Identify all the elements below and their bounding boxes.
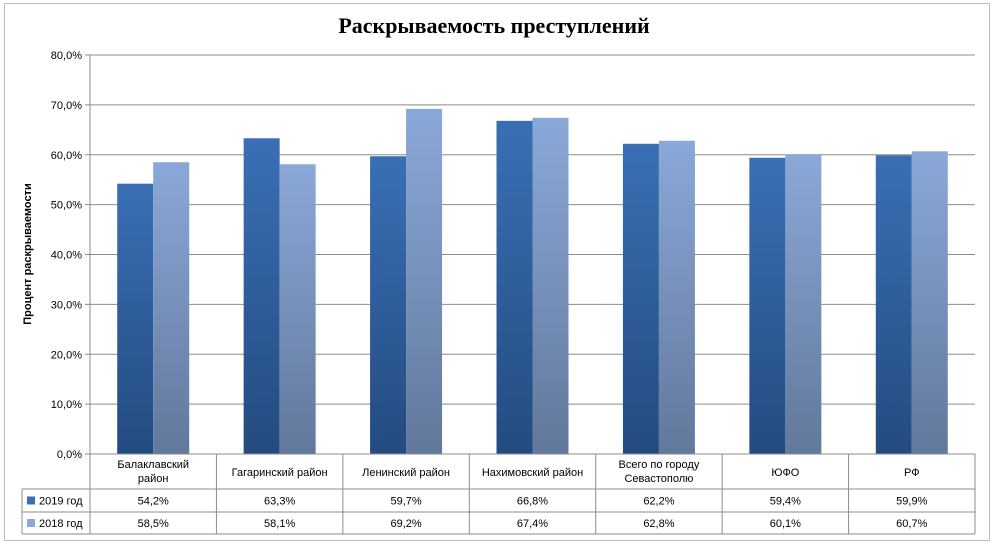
y-tick-label: 30,0% [51, 299, 82, 311]
data-label: 63,3% [264, 496, 295, 508]
category-label: Всего по городу Севастополю [619, 459, 700, 485]
bar-series2 [279, 164, 316, 454]
category-label: Ленинский район [362, 467, 450, 479]
data-label: 67,4% [517, 518, 548, 530]
y-tick-label: 0,0% [57, 449, 82, 461]
data-table: Балаклавский район Гагаринский район Ленинс… [21, 453, 976, 535]
y-tick-label: 70,0% [51, 100, 82, 112]
data-label: 60,1% [770, 518, 801, 530]
category-label: Балаклавский район [117, 459, 189, 485]
y-tick-label: 10,0% [51, 399, 82, 411]
legend-label: 2019 год [39, 496, 83, 508]
category-label: ЮФО [771, 467, 799, 479]
data-label: 60,7% [896, 518, 927, 530]
legend-swatch [27, 496, 35, 505]
category-label: Нахимовский район [482, 467, 583, 479]
data-label: 62,8% [643, 518, 674, 530]
bars [117, 108, 948, 455]
y-tick-label: 80,0% [51, 50, 82, 62]
bar-series2 [406, 108, 443, 455]
bar-series1 [117, 183, 154, 455]
y-tick-label: 60,0% [51, 150, 82, 162]
y-axis-label: Процент раскрываемости [22, 183, 34, 324]
bar-series2 [658, 140, 695, 454]
bar-series1 [622, 143, 659, 454]
bar-series1 [370, 156, 407, 454]
data-label: 59,9% [896, 496, 927, 508]
bar-series2 [153, 162, 190, 454]
data-label: 59,7% [390, 496, 421, 508]
bar-series1 [243, 138, 280, 454]
data-label: 54,2% [138, 496, 169, 508]
y-tick-labels: 0,0% 10,0% 20,0% 30,0% 40,0% 50,0% 60,0% 70,0% 8… [51, 50, 82, 461]
chart-title: Раскрываемость преступлений [338, 13, 650, 38]
category-label: РФ [904, 467, 920, 479]
data-label: 66,8% [517, 496, 548, 508]
data-label: 62,2% [643, 496, 674, 508]
y-tick-label: 40,0% [51, 250, 82, 262]
data-label: 58,1% [264, 518, 295, 530]
category-label: Гагаринский район [232, 467, 328, 479]
data-label: 58,5% [138, 518, 169, 530]
bar-series2 [911, 151, 948, 455]
y-tick-label: 50,0% [51, 200, 82, 212]
legend-label: 2018 год [39, 518, 83, 530]
bar-series2 [532, 117, 569, 454]
bar-series1 [496, 120, 533, 455]
bar-series1 [875, 155, 912, 454]
data-label: 69,2% [390, 518, 421, 530]
legend-swatch [27, 519, 35, 527]
y-tick-label: 20,0% [51, 349, 82, 361]
data-label: 59,4% [770, 496, 801, 508]
bar-series1 [749, 157, 786, 454]
bar-series2 [785, 154, 822, 454]
